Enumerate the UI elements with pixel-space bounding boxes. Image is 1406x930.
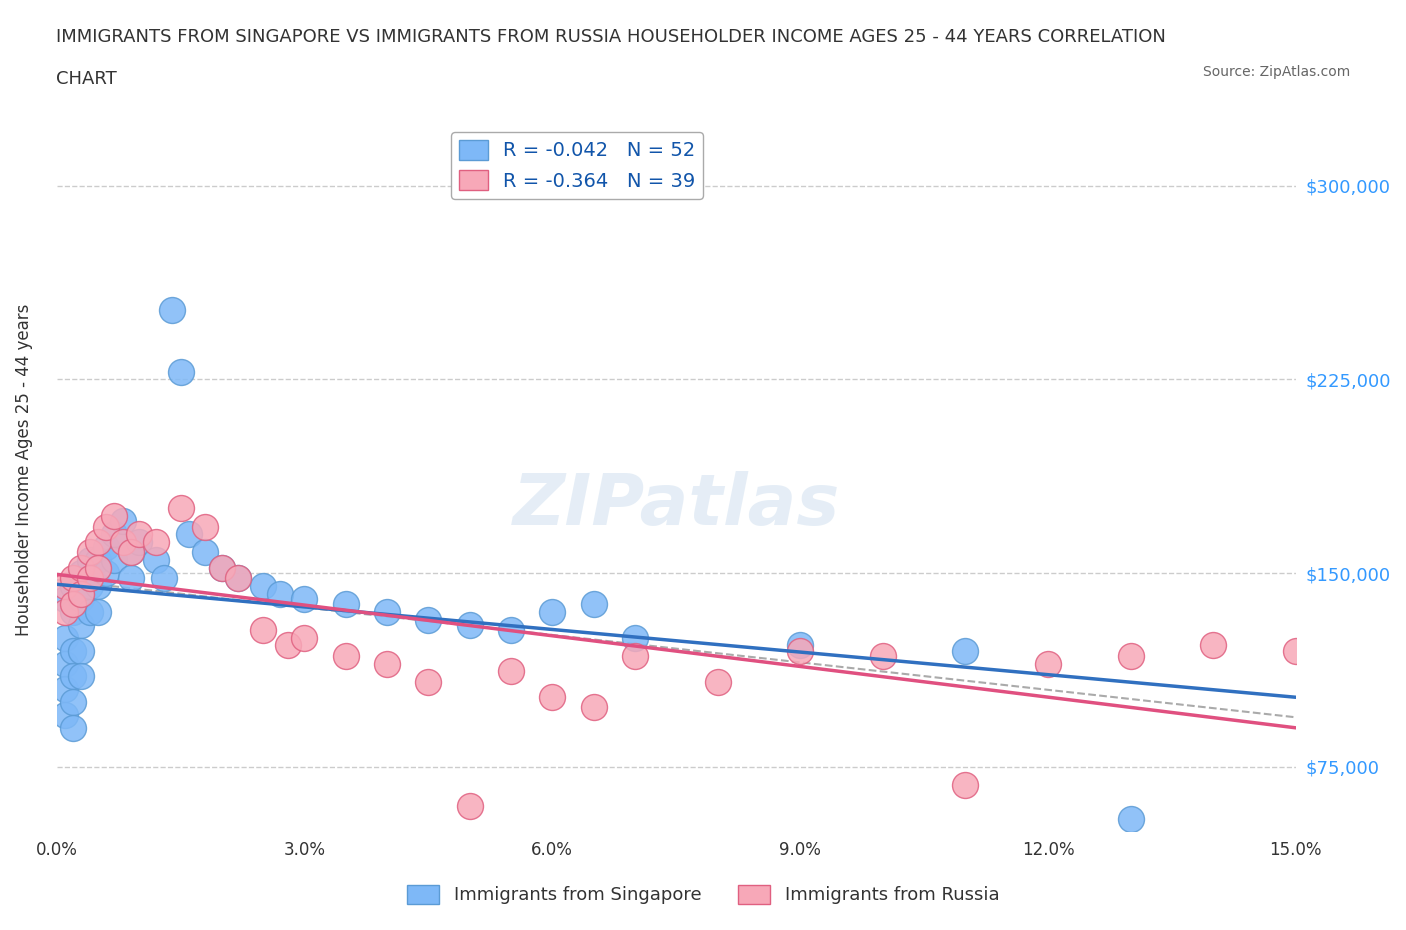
Text: Source: ZipAtlas.com: Source: ZipAtlas.com bbox=[1202, 65, 1350, 79]
Point bbox=[955, 777, 977, 792]
Point bbox=[789, 638, 811, 653]
Point bbox=[120, 571, 142, 586]
Point bbox=[53, 578, 76, 593]
Point bbox=[96, 539, 118, 554]
Point bbox=[458, 798, 481, 813]
Point bbox=[228, 571, 250, 586]
Point bbox=[624, 648, 647, 663]
Point bbox=[87, 535, 110, 550]
Point bbox=[103, 509, 125, 524]
Point bbox=[70, 565, 93, 580]
Point bbox=[499, 664, 522, 679]
Point bbox=[62, 721, 84, 736]
Point bbox=[62, 604, 84, 619]
Text: CHART: CHART bbox=[56, 70, 117, 87]
Point bbox=[103, 527, 125, 542]
Point bbox=[458, 618, 481, 632]
Point bbox=[70, 618, 93, 632]
Point bbox=[128, 527, 150, 542]
Point bbox=[79, 545, 101, 560]
Point bbox=[418, 674, 440, 689]
Point bbox=[194, 545, 217, 560]
Point bbox=[111, 514, 134, 529]
Point bbox=[1202, 638, 1225, 653]
Point bbox=[70, 669, 93, 684]
Point bbox=[103, 552, 125, 567]
Point bbox=[872, 648, 894, 663]
Point bbox=[541, 604, 564, 619]
Point bbox=[955, 644, 977, 658]
Point bbox=[79, 604, 101, 619]
Point bbox=[145, 552, 167, 567]
Point bbox=[62, 669, 84, 684]
Point bbox=[541, 690, 564, 705]
Legend: Immigrants from Singapore, Immigrants from Russia: Immigrants from Singapore, Immigrants fr… bbox=[399, 878, 1007, 911]
Point bbox=[294, 631, 316, 645]
Point bbox=[1119, 811, 1142, 826]
Point bbox=[53, 682, 76, 697]
Point bbox=[62, 644, 84, 658]
Point bbox=[277, 638, 299, 653]
Point bbox=[335, 648, 357, 663]
Point bbox=[53, 656, 76, 671]
Point bbox=[252, 578, 274, 593]
Point bbox=[1119, 648, 1142, 663]
Point bbox=[211, 561, 233, 576]
Point bbox=[153, 571, 176, 586]
Point bbox=[53, 708, 76, 723]
Point bbox=[335, 597, 357, 612]
Point bbox=[96, 519, 118, 534]
Point bbox=[53, 591, 76, 606]
Point bbox=[111, 535, 134, 550]
Point bbox=[228, 571, 250, 586]
Point bbox=[706, 674, 728, 689]
Point bbox=[96, 565, 118, 580]
Point bbox=[70, 591, 93, 606]
Point bbox=[194, 519, 217, 534]
Point bbox=[418, 612, 440, 627]
Point bbox=[169, 501, 191, 516]
Point bbox=[62, 695, 84, 710]
Point bbox=[87, 552, 110, 567]
Point bbox=[79, 552, 101, 567]
Point bbox=[294, 591, 316, 606]
Point bbox=[70, 561, 93, 576]
Point bbox=[87, 578, 110, 593]
Point bbox=[789, 644, 811, 658]
Point bbox=[87, 604, 110, 619]
Point bbox=[53, 631, 76, 645]
Point bbox=[53, 604, 76, 619]
Point bbox=[582, 700, 605, 715]
Point bbox=[211, 561, 233, 576]
Point bbox=[252, 622, 274, 637]
Point bbox=[1036, 656, 1059, 671]
Point bbox=[177, 527, 200, 542]
Point bbox=[70, 644, 93, 658]
Point bbox=[162, 302, 184, 317]
Text: ZIPatlas: ZIPatlas bbox=[513, 472, 839, 540]
Point bbox=[62, 578, 84, 593]
Point bbox=[1285, 644, 1308, 658]
Point bbox=[120, 545, 142, 560]
Point bbox=[375, 604, 398, 619]
Point bbox=[375, 656, 398, 671]
Point bbox=[62, 571, 84, 586]
Point bbox=[79, 578, 101, 593]
Point bbox=[62, 597, 84, 612]
Point bbox=[269, 586, 291, 601]
Legend: R = -0.042   N = 52, R = -0.364   N = 39: R = -0.042 N = 52, R = -0.364 N = 39 bbox=[451, 132, 703, 198]
Text: IMMIGRANTS FROM SINGAPORE VS IMMIGRANTS FROM RUSSIA HOUSEHOLDER INCOME AGES 25 -: IMMIGRANTS FROM SINGAPORE VS IMMIGRANTS … bbox=[56, 28, 1166, 46]
Y-axis label: Householder Income Ages 25 - 44 years: Householder Income Ages 25 - 44 years bbox=[15, 303, 32, 636]
Point bbox=[87, 561, 110, 576]
Point bbox=[120, 545, 142, 560]
Point bbox=[582, 597, 605, 612]
Point bbox=[145, 535, 167, 550]
Point bbox=[79, 571, 101, 586]
Point bbox=[624, 631, 647, 645]
Point bbox=[128, 535, 150, 550]
Point bbox=[499, 622, 522, 637]
Point bbox=[169, 365, 191, 379]
Point bbox=[70, 586, 93, 601]
